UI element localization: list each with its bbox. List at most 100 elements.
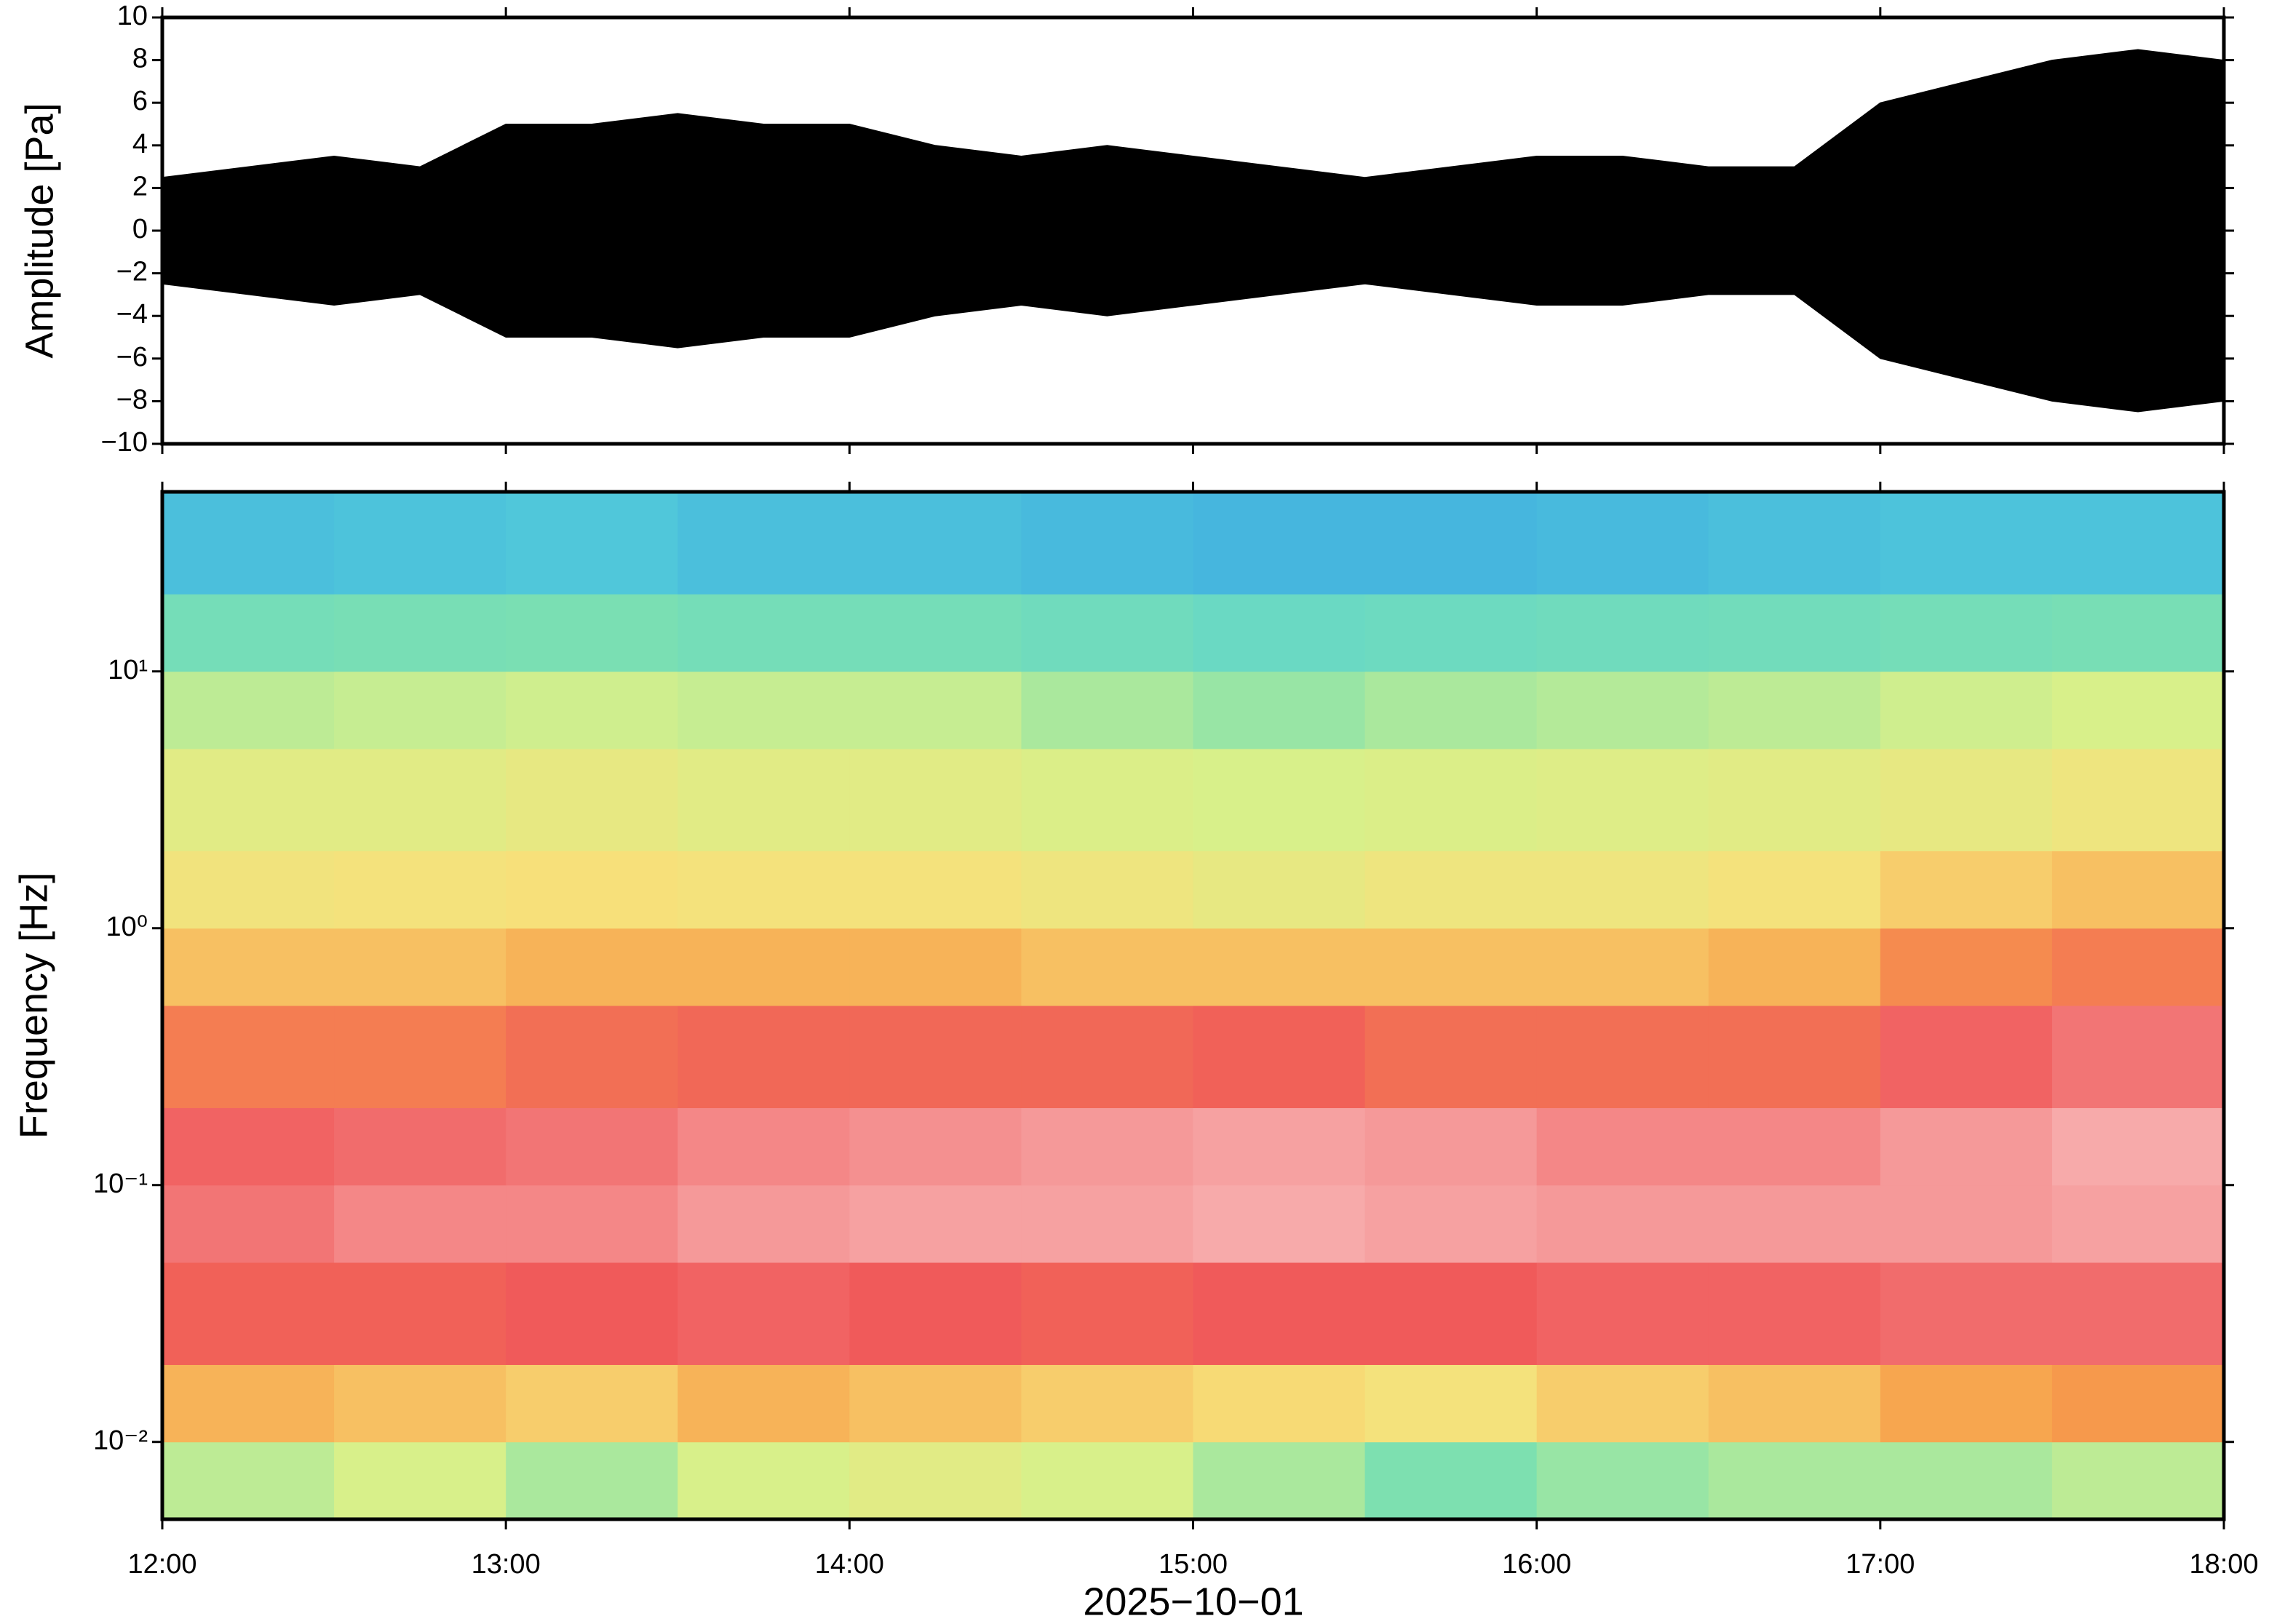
heatmap-cell	[1193, 1006, 1366, 1108]
heatmap-cell	[1708, 1441, 1881, 1520]
heatmap-cell	[1880, 1185, 2053, 1263]
heatmap-cell	[162, 594, 335, 672]
heatmap-cell	[334, 749, 506, 851]
heatmap-cell	[506, 1185, 678, 1263]
heatmap-cell	[506, 594, 678, 672]
heatmap-cell	[2051, 1441, 2225, 1520]
heatmap-cell	[506, 1107, 678, 1186]
heatmap-cell	[677, 1441, 850, 1520]
heatmap-cell	[506, 928, 678, 1006]
heatmap-cell	[1708, 1107, 1881, 1186]
heatmap-cell	[849, 1107, 1022, 1186]
heatmap-cell	[1880, 492, 2053, 594]
heatmap-cell	[2051, 671, 2225, 749]
y-axis-title: Amplitude [Pa]	[17, 103, 61, 358]
heatmap-cell	[677, 851, 850, 929]
heatmap-cell	[1708, 1262, 1881, 1365]
heatmap-cell	[1536, 594, 1709, 672]
y-tick-label: 6	[132, 86, 148, 116]
heatmap-cell	[162, 671, 335, 749]
heatmap-cell	[334, 851, 506, 929]
heatmap-cell	[2051, 749, 2225, 851]
heatmap-cell	[677, 1262, 850, 1365]
heatmap-cell	[1021, 492, 1193, 594]
heatmap-cell	[1880, 1441, 2053, 1520]
heatmap-cell	[162, 1107, 335, 1186]
heatmap-cell	[1021, 1107, 1193, 1186]
y-tick-label: −6	[116, 342, 148, 373]
heatmap-cell	[1021, 749, 1193, 851]
plot-frame	[160, 490, 2226, 1521]
heatmap-cell	[1708, 492, 1881, 594]
heatmap-cell	[1708, 1006, 1881, 1108]
heatmap-cell	[1193, 1441, 1366, 1520]
heatmap-cell	[1193, 928, 1366, 1006]
heatmap-cell	[1364, 492, 1538, 594]
heatmap-cell	[334, 1364, 506, 1443]
heatmap-cell	[1880, 928, 2053, 1006]
y-tick-label: 10⁻²	[93, 1425, 148, 1456]
heatmap-cell	[1880, 1364, 2053, 1443]
y-axis-title: Frequency [Hz]	[12, 872, 55, 1139]
heatmap-cell	[506, 851, 678, 929]
heatmap-cell	[2051, 1262, 2225, 1365]
heatmap-cell	[2051, 594, 2225, 672]
heatmap-cell	[2051, 1107, 2225, 1186]
heatmap-cell	[2051, 851, 2225, 929]
heatmap-cell	[1880, 1262, 2053, 1365]
heatmap-cell	[334, 1107, 506, 1186]
heatmap-cell	[334, 671, 506, 749]
heatmap-cell	[1021, 671, 1193, 749]
heatmap-cell	[1536, 1185, 1709, 1263]
heatmap-cell	[1193, 492, 1366, 594]
heatmap-cell	[1021, 1006, 1193, 1108]
y-tick-label: −2	[116, 257, 148, 287]
heatmap-cell	[677, 492, 850, 594]
heatmap-cell	[162, 928, 335, 1006]
y-tick-label: 10⁰	[106, 912, 148, 942]
heatmap-cell	[1364, 1006, 1538, 1108]
heatmap-cell	[2051, 492, 2225, 594]
heatmap-cell	[1193, 1262, 1366, 1365]
heatmap-cell	[1880, 671, 2053, 749]
heatmap-cell	[849, 492, 1022, 594]
heatmap-cell	[2051, 1006, 2225, 1108]
heatmap-cell	[1193, 671, 1366, 749]
heatmap-cell	[506, 1262, 678, 1365]
heatmap-cell	[1364, 928, 1538, 1006]
y-tick-label: 4	[132, 129, 148, 159]
y-tick-label: −8	[116, 384, 148, 415]
heatmap-cell	[1364, 851, 1538, 929]
y-tick-label: 10⁻¹	[93, 1169, 148, 1199]
y-tick-label: 10¹	[108, 655, 148, 685]
heatmap-cell	[849, 594, 1022, 672]
heatmap-cell	[1364, 671, 1538, 749]
heatmap-cell	[1021, 928, 1193, 1006]
heatmap-cell	[1193, 1107, 1366, 1186]
heatmap-cell	[334, 492, 506, 594]
heatmap-cell	[1536, 671, 1709, 749]
heatmap-cell	[1536, 1364, 1709, 1443]
heatmap-cell	[1364, 1262, 1538, 1365]
heatmap-cell	[1708, 594, 1881, 672]
heatmap-cell	[849, 928, 1022, 1006]
heatmap-cell	[334, 594, 506, 672]
x-tick-label: 14:00	[815, 1549, 884, 1580]
heatmap-cell	[2051, 1185, 2225, 1263]
heatmap-cell	[1021, 1441, 1193, 1520]
heatmap-cell	[677, 928, 850, 1006]
x-tick-label: 17:00	[1845, 1549, 1915, 1580]
heatmap-cell	[1880, 1107, 2053, 1186]
heatmap-cell	[1536, 1006, 1709, 1108]
heatmap-cell	[1364, 1441, 1538, 1520]
heatmap-cell	[849, 1262, 1022, 1365]
heatmap-cell	[1536, 492, 1709, 594]
heatmap-cell	[1708, 749, 1881, 851]
heatmap-cell	[506, 492, 678, 594]
heatmap-cell	[1021, 1262, 1193, 1365]
heatmap-cell	[849, 1364, 1022, 1443]
heatmap-cell	[677, 1107, 850, 1186]
heatmap-cell	[506, 1364, 678, 1443]
x-tick-label: 18:00	[2189, 1549, 2258, 1580]
heatmap-cell	[2051, 928, 2225, 1006]
